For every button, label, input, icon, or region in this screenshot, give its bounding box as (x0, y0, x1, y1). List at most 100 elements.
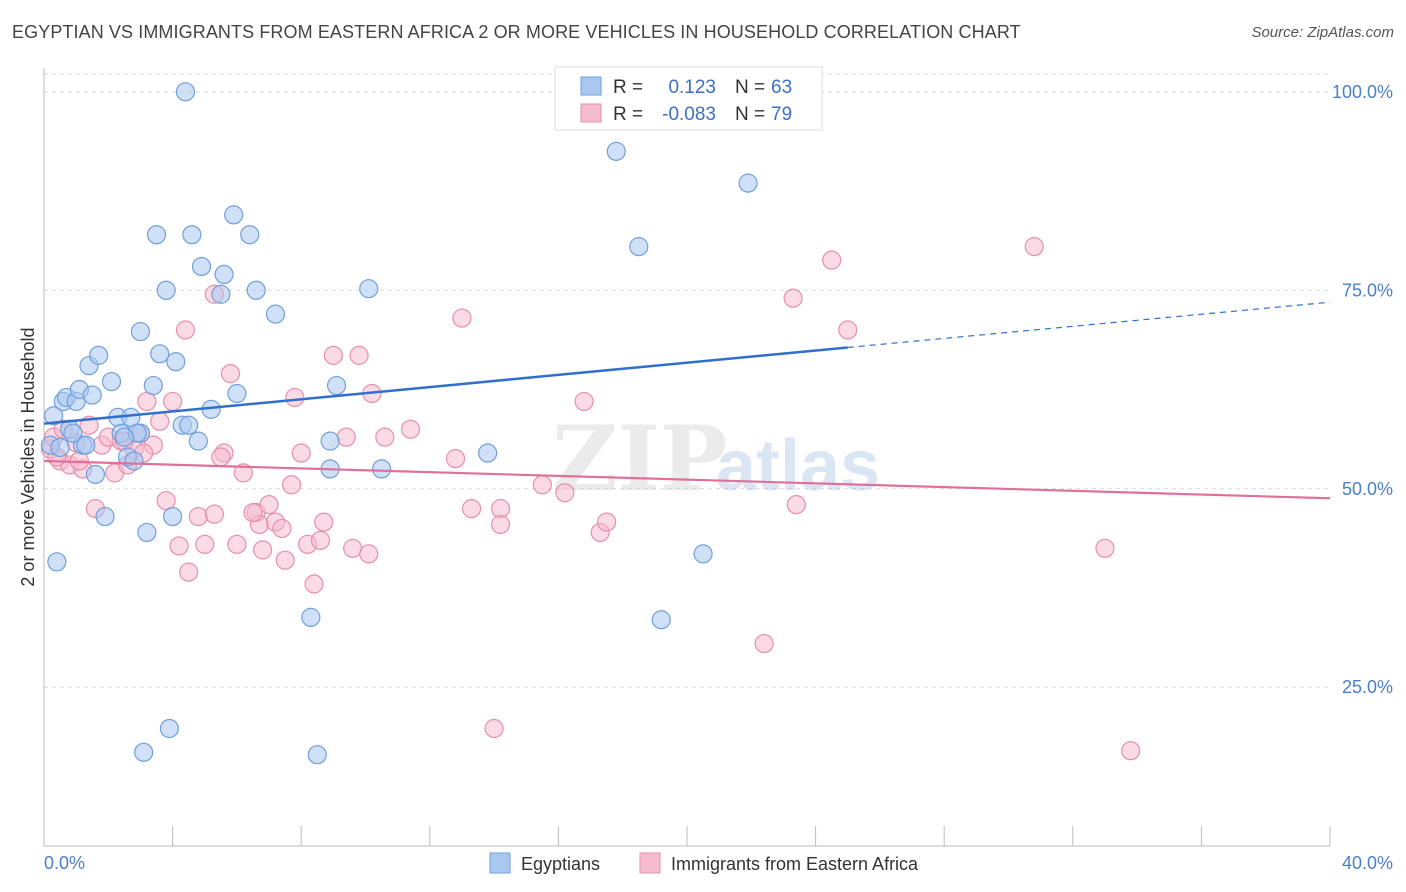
series-immigrants-points (40, 237, 1141, 761)
egyptians-point-56 (693, 544, 713, 564)
immigrants-point-61 (555, 483, 575, 503)
egyptians-point-11 (82, 385, 102, 405)
egyptians-point-62 (114, 427, 134, 447)
legend-r-value-2: -0.083 (662, 104, 716, 125)
egyptians-point-27 (150, 344, 170, 364)
immigrants-point-35 (259, 495, 279, 515)
immigrants-point-62 (574, 391, 594, 412)
immigrants-point-18 (150, 411, 170, 431)
legend-bottom-swatch-pink (639, 852, 661, 874)
egyptians-point-2 (47, 552, 67, 572)
y-tick-label-25: 25.0% (1342, 677, 1393, 697)
egyptians-point-36 (191, 256, 212, 277)
trend-egyptians (43, 346, 848, 425)
egyptians-point-24 (137, 522, 157, 543)
legend-n-value-2: 79 (771, 104, 792, 125)
immigrants-point-43 (304, 574, 324, 594)
trend-lines (43, 301, 1331, 500)
egyptians-point-39 (214, 264, 234, 285)
egyptians-point-20 (124, 451, 144, 471)
immigrants-point-65 (754, 633, 774, 654)
immigrants-point-38 (275, 550, 295, 570)
legend-bottom: Egyptians Immigrants from Eastern Africa (489, 852, 919, 874)
egyptians-point-30 (163, 506, 183, 527)
x-tick-label-min: 0.0% (44, 853, 85, 873)
y-tick-label-100: 100.0% (1332, 82, 1393, 102)
egyptians-point-41 (227, 383, 247, 404)
immigrants-point-45 (314, 512, 334, 532)
legend-n-label-2: N = (735, 104, 765, 125)
immigrants-point-54 (445, 448, 466, 469)
immigrants-point-25 (195, 534, 215, 554)
immigrants-point-55 (452, 308, 472, 328)
egyptians-point-45 (301, 607, 321, 627)
immigrants-point-59 (490, 514, 511, 535)
y-tick-labels: 25.0% 50.0% 75.0% 100.0% (1332, 82, 1393, 697)
immigrants-point-30 (227, 534, 247, 554)
watermark-atlas: atlas (716, 426, 880, 506)
source-label: Source: ZipAtlas.com (1251, 24, 1394, 41)
immigrants-point-21 (169, 536, 189, 556)
immigrants-point-20 (163, 391, 183, 412)
legend-swatch-pink (580, 103, 602, 123)
egyptians-point-3 (50, 437, 70, 458)
immigrants-point-56 (461, 499, 482, 519)
immigrants-point-39 (281, 475, 302, 495)
immigrants-point-67 (786, 495, 806, 515)
y-tick-label-50: 50.0% (1342, 479, 1393, 499)
immigrants-point-37 (272, 518, 292, 539)
immigrants-point-52 (375, 427, 395, 447)
egyptians-point-50 (359, 279, 379, 299)
egyptians-point-13 (89, 345, 109, 365)
y-axis-label: 2 or more Vehicles in Household (18, 327, 38, 586)
legend-n-value-1: 63 (771, 77, 792, 98)
egyptians-point-15 (101, 371, 122, 392)
immigrants-point-48 (343, 538, 363, 558)
y-tick-label-75: 75.0% (1342, 280, 1393, 300)
egyptians-point-46 (307, 745, 327, 765)
immigrants-point-29 (220, 364, 241, 384)
immigrants-point-53 (400, 419, 421, 439)
egyptians-point-33 (175, 82, 196, 102)
immigrants-point-22 (175, 320, 196, 340)
legend-n-label-1: N = (735, 77, 765, 98)
immigrants-point-26 (204, 504, 224, 524)
immigrants-point-49 (349, 345, 369, 365)
immigrants-point-34 (253, 540, 273, 560)
egyptians-point-26 (146, 225, 167, 245)
egyptians-point-28 (156, 280, 176, 300)
immigrants-point-70 (1024, 237, 1044, 257)
immigrants-point-50 (359, 544, 379, 564)
immigrants-point-69 (838, 320, 858, 340)
trend-immigrants (43, 459, 1331, 500)
legend-top: R = 0.123 N = 63 R = -0.083 N = 79 (554, 66, 823, 131)
legend-bottom-swatch-blue (489, 852, 511, 874)
immigrants-point-41 (291, 443, 311, 463)
watermark-zip: ZIP (552, 406, 727, 512)
watermark: ZIP atlas (552, 406, 880, 512)
egyptians-point-25 (143, 375, 163, 396)
immigrants-point-72 (1121, 741, 1141, 761)
immigrants-point-71 (1095, 538, 1115, 558)
immigrants-point-57 (484, 718, 504, 739)
immigrants-point-23 (179, 562, 199, 582)
x-tick-label-max: 40.0% (1342, 853, 1393, 873)
legend-r-label-1: R = (613, 77, 643, 98)
immigrants-point-77 (211, 447, 231, 467)
immigrants-point-78 (243, 502, 263, 523)
chart-title: EGYPTIAN VS IMMIGRANTS FROM EASTERN AFRI… (12, 22, 1021, 42)
legend-r-value-1: 0.123 (668, 77, 716, 98)
egyptians-point-49 (326, 375, 347, 396)
trend-egyptians-extension (847, 301, 1331, 349)
immigrants-point-31 (233, 463, 253, 483)
egyptians-point-12 (85, 464, 106, 485)
x-ticks (43, 826, 1331, 846)
egyptians-point-58 (76, 435, 96, 455)
immigrants-point-46 (323, 345, 343, 365)
egyptians-point-60 (63, 423, 83, 443)
egyptians-point-14 (95, 506, 115, 527)
legend-swatch-blue (580, 76, 602, 96)
egyptians-point-31 (166, 352, 186, 372)
immigrants-point-66 (783, 288, 803, 308)
